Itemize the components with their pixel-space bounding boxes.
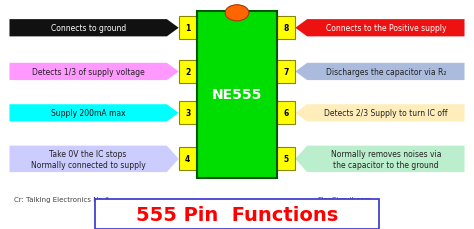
Polygon shape [295,146,465,172]
Text: Connects to the Positive supply: Connects to the Positive supply [326,24,446,33]
Text: 2: 2 [185,68,191,77]
Ellipse shape [225,6,249,22]
FancyBboxPatch shape [179,102,197,125]
FancyBboxPatch shape [277,61,295,84]
Text: 4: 4 [185,155,191,164]
FancyBboxPatch shape [277,17,295,40]
FancyBboxPatch shape [179,61,197,84]
Text: 7: 7 [283,68,289,77]
Text: Detects 2/3 Supply to turn IC off: Detects 2/3 Supply to turn IC off [324,109,447,118]
Text: Take 0V the IC stops
Normally connected to supply: Take 0V the IC stops Normally connected … [31,150,146,169]
Text: Connects to ground: Connects to ground [51,24,126,33]
Polygon shape [9,63,179,81]
Text: Normally removes noises via
the capacitor to the ground: Normally removes noises via the capacito… [330,150,441,169]
Polygon shape [9,146,179,172]
Polygon shape [9,105,179,122]
Polygon shape [295,63,465,81]
Text: NE555: NE555 [212,88,262,102]
FancyBboxPatch shape [277,148,295,171]
Text: ElecCircuit.com: ElecCircuit.com [318,196,372,202]
Text: 3: 3 [185,109,191,118]
Text: 8: 8 [283,24,289,33]
Polygon shape [295,20,465,37]
Text: 1: 1 [185,24,191,33]
Text: Supply 200mA max: Supply 200mA max [51,109,126,118]
Text: 5: 5 [284,155,289,164]
Text: 555 Pin  Functions: 555 Pin Functions [136,205,338,224]
Polygon shape [9,20,179,37]
FancyBboxPatch shape [179,17,197,40]
FancyBboxPatch shape [277,102,295,125]
Text: Detects 1/3 of supply voltage: Detects 1/3 of supply voltage [32,68,145,77]
FancyBboxPatch shape [197,11,277,179]
Text: 6: 6 [283,109,289,118]
Polygon shape [295,105,465,122]
FancyBboxPatch shape [95,199,379,229]
FancyBboxPatch shape [179,148,197,171]
Text: Discharges the capacitor via R₂: Discharges the capacitor via R₂ [326,68,446,77]
Text: Cr: Talking Electronics No.6: Cr: Talking Electronics No.6 [14,196,109,202]
